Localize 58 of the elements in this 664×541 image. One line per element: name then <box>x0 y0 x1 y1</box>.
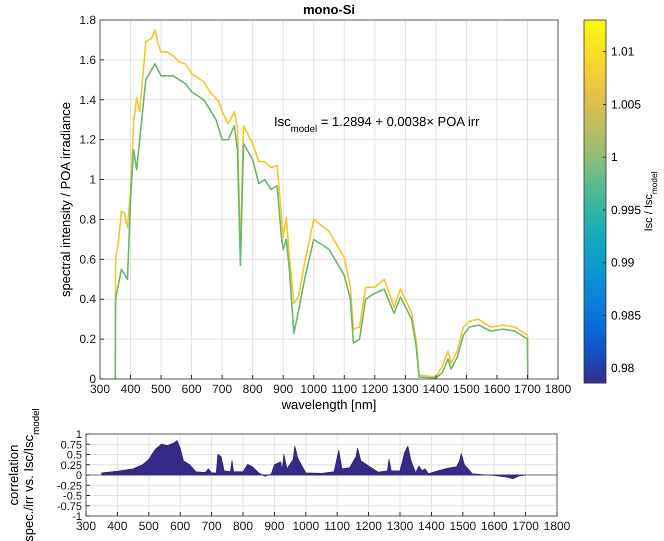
x-tick-label: 1100 <box>331 382 358 396</box>
color-bar-label: 1 <box>611 150 618 164</box>
y-tick-label: 1 <box>89 172 96 187</box>
color-bar-label: 0.98 <box>611 361 635 376</box>
x-tick-label: 1500 <box>449 519 476 533</box>
x-tick-label: 1200 <box>355 519 382 533</box>
color-bar-label: 1.01 <box>611 44 635 59</box>
x-tick-label: 500 <box>151 382 172 396</box>
y-tick-label: 0.6 <box>79 252 96 266</box>
x-tick-label: 1100 <box>324 519 350 533</box>
color-bar-label: 0.995 <box>611 202 642 217</box>
x-tick-label: 1700 <box>512 519 540 533</box>
x-tick-label: 1500 <box>453 382 480 396</box>
x-tick-label: 700 <box>212 382 232 396</box>
color-bar-label: 1.005 <box>611 97 642 112</box>
x-tick-label: 900 <box>273 382 294 396</box>
y-tick-label: 1.4 <box>79 92 96 107</box>
y-tick-label: 1 <box>76 429 82 441</box>
x-tick-label: 1800 <box>544 519 571 533</box>
annotation: Isc$_{model}$ = 1.2894 + 0.0038× POA irr <box>274 114 480 134</box>
x-tick-label: 800 <box>242 382 263 396</box>
x-tick-label: 1800 <box>544 382 572 396</box>
x-tick-label: 700 <box>202 519 222 533</box>
x-tick-label: 600 <box>182 382 202 396</box>
y-tick-label: 0.8 <box>79 212 96 226</box>
x-tick-label: 1600 <box>480 519 508 533</box>
chart-title: mono-Si <box>303 2 355 17</box>
x-tick-label: 1200 <box>361 382 388 396</box>
x-tick-label: 1000 <box>300 382 328 396</box>
x-tick-label: 1400 <box>418 519 446 533</box>
y-tick-label: 1.6 <box>79 52 96 67</box>
x-tick-label: 800 <box>232 519 254 533</box>
x-tick-label: 1600 <box>484 382 511 396</box>
x-tick-label: 1400 <box>422 382 450 396</box>
y-tick-label: 0.25 <box>60 460 82 472</box>
y-tick-label: 0.5 <box>66 450 82 462</box>
color-bar-label: 0.985 <box>611 308 642 322</box>
x-tick-label: 400 <box>107 519 128 533</box>
x-tick-label: 600 <box>170 519 191 533</box>
y-tick-label: 1.2 <box>79 132 96 147</box>
y-tick-label: 0 <box>76 470 82 482</box>
y-tick-label: -0.75 <box>56 500 82 513</box>
x-tick-label: 900 <box>264 519 285 533</box>
y-tick-label: 1.8 <box>79 13 96 27</box>
y-tick-label: -0.25 <box>56 480 82 492</box>
x-tick-label: 1000 <box>292 519 320 533</box>
x-tick-label: 1300 <box>392 382 420 396</box>
y-tick-label: -0.5 <box>63 490 82 502</box>
x-tick-label: 1700 <box>514 382 542 396</box>
x-axis-title: wavelength [nm] <box>280 397 376 412</box>
y-tick-label: 0.75 <box>60 439 82 452</box>
y-tick-label: 0.4 <box>79 292 96 306</box>
color-bar-label: 0.99 <box>611 256 635 270</box>
x-tick-label: 400 <box>120 382 141 396</box>
y-axis-title: spectral intensity / POA irradiance <box>58 102 73 298</box>
x-tick-label: 500 <box>138 519 160 533</box>
x-tick-label: 1300 <box>386 519 414 533</box>
y-tick-label: 0.2 <box>79 332 96 346</box>
